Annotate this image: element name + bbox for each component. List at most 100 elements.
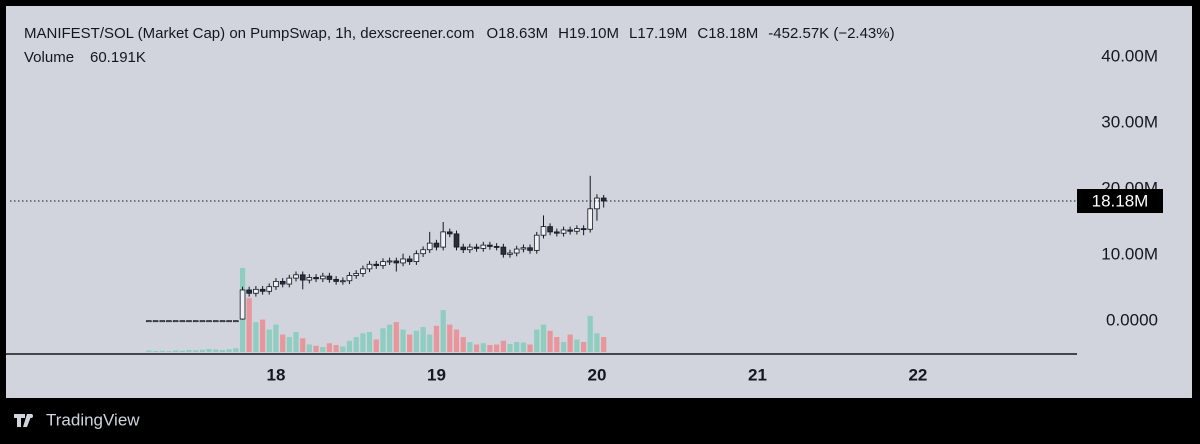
candle-body	[460, 246, 467, 251]
brand-logo	[14, 414, 32, 427]
candle-body	[192, 320, 199, 323]
candle-body	[433, 242, 440, 248]
candle-body	[179, 320, 186, 323]
volume-bar	[366, 332, 373, 352]
volume-value: 60.191K	[90, 49, 146, 66]
y-tick-label: 10.00M	[1101, 244, 1158, 263]
candle-body	[226, 320, 232, 323]
volume-bar	[199, 349, 206, 352]
volume-bar	[206, 349, 212, 352]
candle-body	[520, 247, 527, 250]
volume-bar	[353, 337, 359, 352]
candle-body	[600, 197, 607, 202]
volume-bar	[386, 324, 393, 352]
volume-bar	[560, 342, 567, 352]
candle-body	[507, 252, 513, 255]
candle-body	[480, 244, 487, 249]
volume-bar	[393, 322, 399, 352]
candle-body	[353, 273, 359, 276]
candle-body	[540, 226, 547, 236]
candle-body	[152, 320, 159, 323]
volume-bar	[360, 333, 366, 352]
brand-logo-dot	[29, 414, 33, 418]
volume-bar	[453, 329, 460, 352]
volume-bar	[554, 337, 560, 352]
volume-bar	[300, 338, 306, 352]
candle-body	[299, 274, 306, 281]
ohlc-value: C18.18M	[697, 25, 758, 42]
candle-body	[279, 281, 286, 285]
volume-bar	[313, 345, 319, 352]
volume-bar	[293, 332, 299, 352]
candle-body	[554, 231, 560, 234]
volume-bar	[547, 330, 553, 352]
candle-body	[186, 320, 192, 323]
volume-bar	[346, 340, 353, 352]
candle-body	[446, 231, 453, 235]
volume-bar	[280, 334, 286, 352]
candle-body	[467, 246, 473, 251]
candle-body	[233, 320, 239, 323]
ohlc-value: H19.10M	[558, 25, 619, 42]
volume-bar	[226, 349, 232, 352]
volume-bar	[333, 345, 339, 352]
candle-body	[246, 289, 252, 294]
brand-name: TradingView	[46, 410, 140, 429]
volume-bar	[447, 324, 453, 352]
candle-body	[440, 231, 446, 248]
volume-bar	[400, 329, 406, 352]
candle-body	[286, 277, 293, 285]
candle-body	[340, 280, 346, 283]
volume-bar	[427, 334, 433, 352]
ohlc-value: L17.19M	[629, 25, 687, 42]
volume-bar	[473, 344, 480, 352]
candle-body	[587, 208, 594, 230]
ohlc-value: -452.57K (−2.43%)	[768, 25, 894, 42]
candle-body	[487, 244, 493, 247]
ohlc-value: O18.63M	[486, 25, 548, 42]
candle-body	[253, 288, 259, 294]
candle-body	[386, 260, 393, 263]
volume-bar	[320, 347, 326, 352]
volume-bar	[527, 344, 533, 352]
volume-bar	[581, 342, 587, 352]
volume-bar	[219, 350, 226, 352]
x-tick-label: 22	[908, 365, 927, 384]
volume-bar	[480, 343, 486, 352]
volume-bar	[534, 329, 540, 352]
volume-bar	[306, 344, 312, 352]
volume-bar	[540, 324, 547, 352]
candle-body	[306, 277, 313, 281]
volume-bar	[340, 346, 346, 352]
volume-bar	[507, 344, 513, 352]
candle-body	[313, 277, 319, 280]
candle-body	[273, 281, 279, 288]
candle-body	[393, 260, 400, 264]
volume-bar	[460, 337, 466, 352]
volume-bar	[567, 334, 573, 352]
candle-body	[360, 268, 366, 274]
y-tick-label: 30.00M	[1101, 112, 1158, 131]
candle-body	[266, 286, 273, 292]
volume-bar	[193, 350, 199, 352]
volume-bar	[152, 351, 159, 352]
candle-body	[406, 258, 413, 263]
candle-body	[320, 275, 326, 280]
x-tick-label: 18	[266, 365, 285, 384]
volume-bar	[273, 324, 279, 352]
volume-bar	[601, 336, 607, 352]
candle-body	[473, 246, 480, 249]
candle-body	[580, 228, 587, 231]
candle-body	[400, 258, 406, 264]
volume-bar	[380, 328, 386, 352]
volume-bar	[266, 329, 272, 352]
candle-body	[206, 320, 212, 323]
volume-bar	[233, 348, 239, 352]
volume-bar	[159, 350, 165, 352]
candle-body	[567, 229, 573, 232]
last-price-label: 18.18M	[1092, 191, 1149, 210]
candle-body	[453, 233, 460, 248]
volume-bar	[594, 333, 600, 352]
chart-title: MANIFEST/SOL (Market Cap) on PumpSwap, 1…	[24, 25, 474, 42]
